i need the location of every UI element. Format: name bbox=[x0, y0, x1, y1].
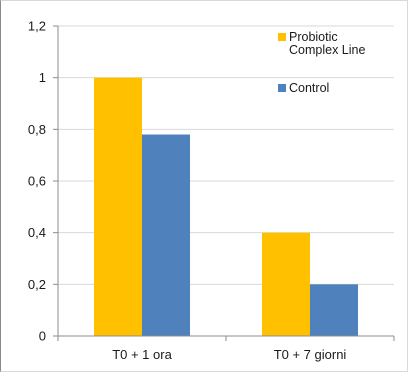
x-category-label: T0 + 1 ora bbox=[112, 347, 172, 362]
bar bbox=[262, 232, 310, 336]
x-category-labels: T0 + 1 ora T0 + 7 giorni bbox=[112, 347, 346, 362]
bars bbox=[94, 77, 358, 337]
y-tick-label: 0,2 bbox=[28, 277, 46, 292]
y-tick-label: 1,2 bbox=[28, 19, 46, 34]
legend-swatch bbox=[278, 84, 286, 92]
y-tick-label: 0 bbox=[39, 329, 46, 344]
legend-label: Control bbox=[289, 81, 329, 95]
y-tick-label: 1 bbox=[39, 70, 46, 85]
y-tick-label: 0,4 bbox=[28, 225, 46, 240]
y-tick-labels: 0 0,2 0,4 0,6 0,8 1 1,2 bbox=[28, 19, 46, 344]
legend-label: Probiotic bbox=[289, 30, 338, 44]
y-tick-label: 0,6 bbox=[28, 174, 46, 189]
x-category-label: T0 + 7 giorni bbox=[274, 347, 347, 362]
legend-swatch bbox=[278, 33, 286, 41]
y-tick-label: 0,8 bbox=[28, 122, 46, 137]
legend-label: Complex Line bbox=[289, 43, 365, 57]
axes bbox=[53, 25, 395, 341]
bar bbox=[142, 134, 190, 336]
bar bbox=[310, 284, 358, 336]
bar bbox=[94, 77, 142, 337]
